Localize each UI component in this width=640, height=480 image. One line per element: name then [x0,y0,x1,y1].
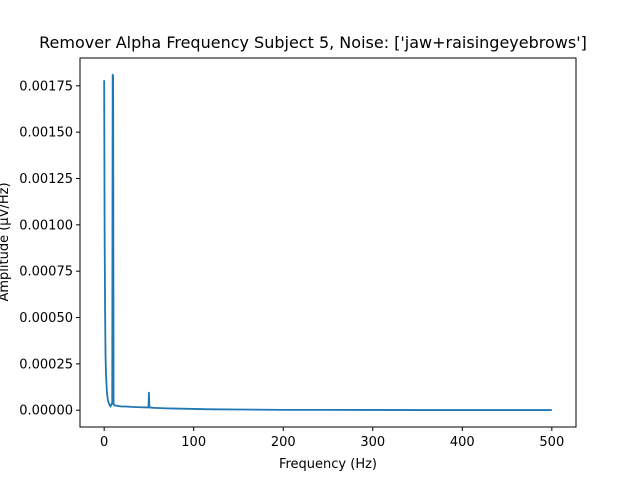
y-tick-label: 0.00025 [19,357,73,372]
y-tick-label: 0.00175 [19,79,73,94]
x-tick-label: 200 [271,435,296,450]
y-tick-label: 0.00125 [19,172,73,187]
y-tick-label: 0.00075 [19,265,73,280]
plot-frame [79,57,577,428]
plot-area [79,57,577,428]
x-tick-label: 100 [181,435,206,450]
y-tick-label: 0.00000 [19,404,73,419]
series-layer [103,73,552,411]
y-axis-label: Amplitude (µV/Hz) [0,182,12,301]
y-tick-label: 0.00150 [19,126,73,141]
y-tick-label: 0.00100 [19,218,73,233]
y-tick-label: 0.00050 [19,311,73,326]
x-tick-label: 400 [450,435,475,450]
x-axis-ticks: 0 100 200 300 400 500 [100,427,564,450]
x-axis-label: Frequency (Hz) [279,457,377,472]
x-tick-label: 300 [360,435,385,450]
x-tick-label: 0 [100,435,108,450]
series-line [103,73,552,411]
y-axis-ticks: 0.00000 0.00025 0.00050 0.00075 0.00100 0.001… [19,79,80,419]
x-tick-label: 500 [539,435,564,450]
chart-title: Remover Alpha Frequency Subject 5, Noise… [39,33,587,52]
